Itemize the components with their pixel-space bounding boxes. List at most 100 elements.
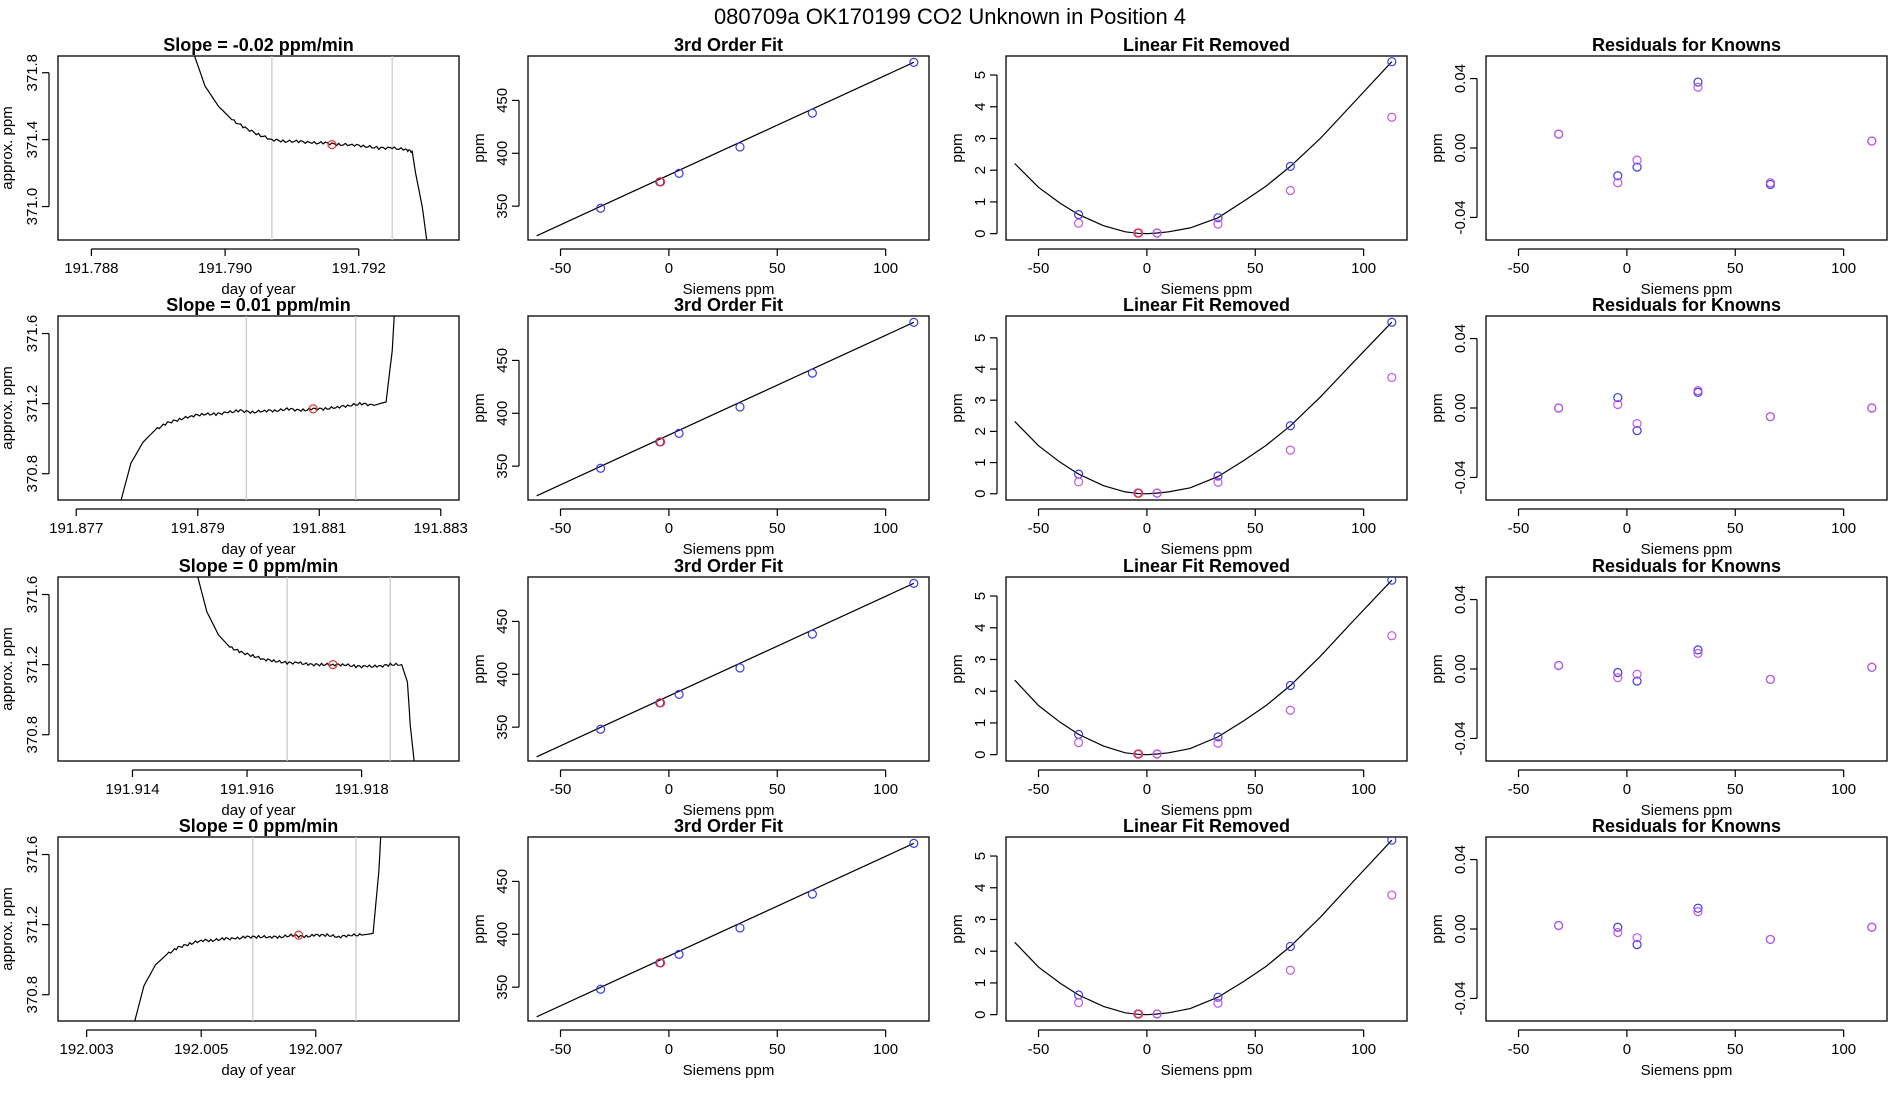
point-knowns-raw xyxy=(1867,662,1877,672)
y-axis-label: ppm xyxy=(949,133,966,162)
point-knowns-raw xyxy=(1213,477,1223,487)
point-knowns-raw xyxy=(1765,178,1775,188)
point-knowns-raw xyxy=(1867,136,1877,146)
plot-area xyxy=(1554,903,1877,950)
plot-area xyxy=(1014,57,1397,238)
plot-area xyxy=(193,56,428,240)
y-tick-label: 3 xyxy=(972,396,989,404)
y-tick-label: 5 xyxy=(972,852,989,860)
point-knowns-raw xyxy=(1387,112,1397,122)
point-knowns xyxy=(909,317,919,327)
fit-line xyxy=(536,321,915,497)
chart-title: Residuals for Knowns xyxy=(1592,35,1781,55)
x-tick-label: -50 xyxy=(1508,781,1530,798)
point-knowns xyxy=(735,402,745,412)
plot-area xyxy=(1014,577,1397,759)
y-tick-label: 3 xyxy=(972,134,989,142)
point-knowns-raw xyxy=(1613,673,1623,683)
point-knowns-fit xyxy=(1387,837,1397,845)
point-knowns xyxy=(909,57,919,67)
x-tick-label: 100 xyxy=(1831,260,1856,277)
y-tick-label: 1 xyxy=(972,458,989,466)
y-tick-label: 0 xyxy=(972,1010,989,1018)
point-unknown xyxy=(1134,1009,1144,1019)
y-tick-label: 1 xyxy=(972,979,989,987)
point-knowns xyxy=(735,923,745,933)
y-tick-label: 370.8 xyxy=(24,455,41,493)
point-knowns-raw xyxy=(1632,155,1642,165)
y-tick-label: -0.04 xyxy=(1452,721,1469,755)
chart-panel-2-2: 3rd Order Fit -50 0 50 100 Siemens ppm 350 400 4… xyxy=(471,295,930,558)
chart-title: Linear Fit Removed xyxy=(1123,556,1290,576)
chart-panel-3-2: 3rd Order Fit -50 0 50 100 Siemens ppm 350 400 4… xyxy=(471,556,930,819)
point-knowns-fit xyxy=(1632,425,1642,436)
y-tick-label: 5 xyxy=(972,592,989,600)
x-tick-label: 100 xyxy=(873,1041,898,1058)
y-tick-label: -0.04 xyxy=(1452,460,1469,494)
quadratic-curve xyxy=(1014,579,1393,756)
x-tick-label: 0 xyxy=(1623,1041,1631,1058)
point-knowns-raw xyxy=(1554,129,1564,139)
x-axis-label: Siemens ppm xyxy=(683,281,775,298)
plot-area xyxy=(536,317,919,497)
plot-frame xyxy=(57,576,460,762)
mean-marker xyxy=(328,660,338,670)
chart-title: 3rd Order Fit xyxy=(674,816,783,836)
mean-marker xyxy=(308,404,318,414)
point-knowns-raw xyxy=(1285,965,1295,975)
point-knowns-raw xyxy=(1074,477,1084,487)
y-tick-label: 350 xyxy=(494,454,511,479)
point-knowns-raw xyxy=(1285,705,1295,715)
x-tick-label: -50 xyxy=(1028,260,1050,277)
x-axis-label: Siemens ppm xyxy=(1161,541,1253,558)
point-knowns-raw xyxy=(1613,178,1623,188)
point-knowns-raw xyxy=(1387,890,1397,900)
point-unknown xyxy=(656,437,666,447)
point-knowns-fit xyxy=(1213,732,1223,742)
y-tick-label: 0.04 xyxy=(1452,845,1469,874)
y-tick-label: 370.8 xyxy=(24,976,41,1014)
point-knowns-fit xyxy=(1613,171,1623,181)
y-tick-label: 0.00 xyxy=(1452,133,1469,162)
x-tick-label: 191.918 xyxy=(334,781,388,798)
chart-panel-1-3: Linear Fit Removed -50 0 50 100 Siemens ppm 0 1… xyxy=(949,35,1408,298)
x-tick-label: -50 xyxy=(550,781,572,798)
y-tick-label: 350 xyxy=(494,715,511,740)
x-tick-label: 191.879 xyxy=(171,520,225,537)
x-tick-label: 0 xyxy=(1143,781,1151,798)
y-axis-label: ppm xyxy=(949,914,966,943)
plot-frame xyxy=(527,55,930,241)
x-tick-label: 100 xyxy=(1831,781,1856,798)
point-knowns xyxy=(596,724,606,734)
chart-panel-3-4: Residuals for Knowns -50 0 50 100 Siemens ppm… xyxy=(1429,556,1888,819)
plot-frame xyxy=(527,576,930,762)
point-knowns-raw xyxy=(1693,82,1703,92)
x-axis-label: Siemens ppm xyxy=(1161,802,1253,819)
point-knowns-raw xyxy=(1632,419,1642,429)
concentration-trace xyxy=(193,56,428,240)
point-knowns-fit xyxy=(1213,992,1223,1002)
x-tick-label: 100 xyxy=(1831,520,1856,537)
point-knowns xyxy=(807,368,817,378)
y-tick-label: 4 xyxy=(972,103,989,111)
chart-title: Residuals for Knowns xyxy=(1592,556,1781,576)
x-tick-label: 100 xyxy=(873,781,898,798)
point-knowns-raw xyxy=(1632,669,1642,679)
plot-frame xyxy=(1485,836,1888,1022)
chart-panel-2-1: Slope = 0.01 ppm/min 191.877 191.879 191.88… xyxy=(0,295,468,558)
chart-title: 3rd Order Fit xyxy=(674,35,783,55)
plot-area xyxy=(197,577,415,761)
y-tick-label: 400 xyxy=(494,662,511,687)
point-knowns-raw xyxy=(1152,1009,1162,1019)
x-axis-label: Siemens ppm xyxy=(1641,541,1733,558)
y-tick-label: 371.0 xyxy=(24,188,41,226)
point-knowns-raw xyxy=(1765,674,1775,685)
point-unknown xyxy=(656,958,666,968)
y-axis-label: ppm xyxy=(1429,393,1446,422)
y-tick-label: 2 xyxy=(972,687,989,695)
chart-panel-1-4: Residuals for Knowns -50 0 50 100 Siemens ppm… xyxy=(1429,35,1888,298)
y-tick-label: 450 xyxy=(494,609,511,634)
plot-frame xyxy=(527,836,930,1022)
x-tick-label: 50 xyxy=(769,781,786,798)
point-knowns-raw xyxy=(1867,922,1877,932)
